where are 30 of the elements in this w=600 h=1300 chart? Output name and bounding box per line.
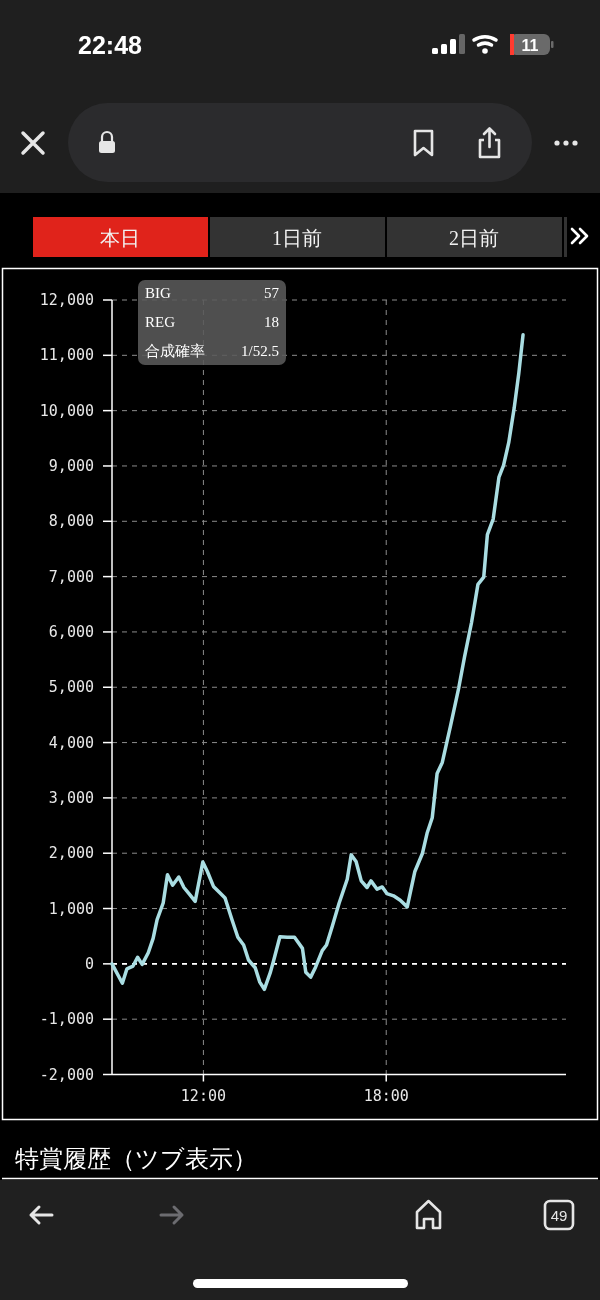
y-tick-label: 9,000 [48, 456, 94, 475]
text: 22:48 [78, 31, 143, 59]
text: 1日前 [272, 227, 322, 249]
text: 本日 [100, 227, 140, 249]
x-tick-label: 18:00 [363, 1086, 409, 1105]
annotation: 合成確率 [145, 343, 205, 359]
annotation: REG [145, 314, 176, 330]
y-tick-label: -2,000 [39, 1065, 94, 1084]
y-tick-label: 3,000 [48, 788, 94, 807]
text: 特賞履歴（ツブ表示） [15, 1146, 257, 1172]
x-tick-label: 12:00 [180, 1086, 226, 1105]
y-tick-label: 4,000 [48, 733, 94, 752]
picture-battery: 11 [510, 34, 554, 55]
line-series [110, 333, 525, 992]
y-tick-label: 1,000 [48, 899, 94, 918]
annotation: 18 [264, 314, 279, 330]
annotation: BIG [145, 285, 171, 301]
y-tick-label: 12,000 [39, 291, 94, 309]
annotation: 1/52.5 [241, 343, 279, 359]
y-tick-label: 2,000 [48, 844, 94, 863]
y-tick-label: 7,000 [48, 567, 94, 586]
y-tick-label: 8,000 [48, 512, 94, 531]
y-tick-label: 6,000 [48, 622, 94, 641]
picture-tabs: 49 [543, 1199, 575, 1231]
y-tick-label: 11,000 [39, 346, 94, 365]
y-tick-label: -1,000 [39, 1010, 94, 1029]
y-tick-label: 0 [84, 954, 94, 973]
annotation: 57 [264, 285, 280, 301]
y-tick-label: 5,000 [48, 678, 94, 697]
y-tick-label: 10,000 [39, 401, 94, 420]
